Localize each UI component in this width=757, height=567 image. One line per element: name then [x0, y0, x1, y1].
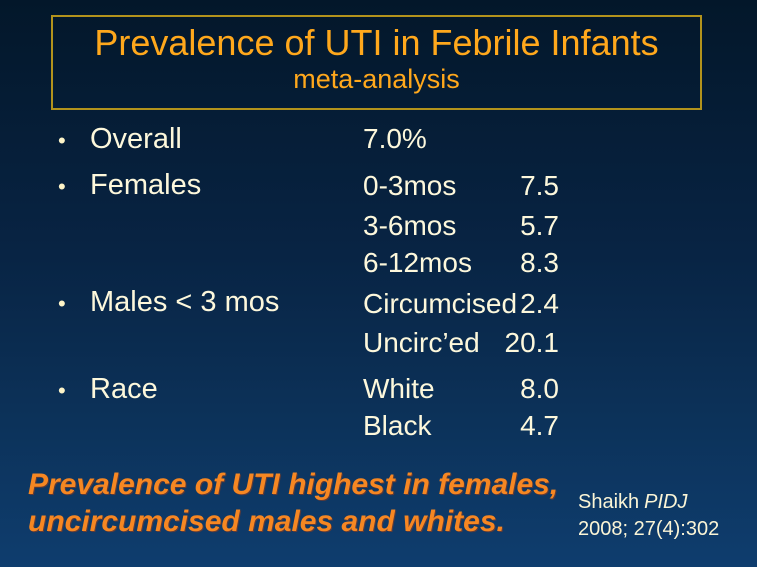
stat-row-uncircumcised: Uncirc’ed 20.1: [363, 327, 559, 359]
slide-subtitle: meta-analysis: [293, 64, 460, 94]
stat-label: 0-3mos: [363, 170, 457, 201]
footnote-line2: uncircumcised males and whites.: [28, 505, 505, 538]
bullet-icon: •: [58, 378, 66, 403]
bullet-item-males: • Males < 3 mos: [58, 286, 279, 319]
stat-value: 5.7: [520, 210, 559, 241]
stat-row-females-6-12: 6-12mos 8.3: [363, 247, 559, 279]
bullet-item-race: • Race: [58, 373, 158, 406]
bullet-label: Race: [90, 373, 158, 405]
bullet-item-overall: • Overall: [58, 123, 182, 156]
stat-value: 2.4: [520, 288, 559, 319]
slide-title: Prevalence of UTI in Febrile Infants: [94, 22, 659, 63]
citation-line1: Shaikh PIDJ: [578, 489, 719, 516]
stat-label: White: [363, 373, 435, 404]
stat-row-circumcised: Circumcised 2.4: [363, 288, 559, 320]
title-box: Prevalence of UTI in Febrile Infants met…: [51, 15, 702, 110]
stat-label: Black: [363, 410, 432, 441]
bullet-label: Males < 3 mos: [90, 286, 280, 318]
stat-row-females-0-3: 0-3mos 7.5: [363, 170, 559, 202]
stat-label: Uncirc’ed: [363, 327, 480, 358]
bullet-icon: •: [58, 174, 66, 199]
stat-label: 7.0%: [363, 123, 427, 154]
citation-line2: 2008; 27(4):302: [578, 518, 720, 540]
stat-row-females-3-6: 3-6mos 5.7: [363, 210, 559, 242]
stat-value: 20.1: [504, 327, 560, 358]
stat-row-black: Black 4.7: [363, 410, 559, 442]
footnote: Prevalence of UTI highest in females, un…: [28, 466, 558, 540]
stat-value: 8.3: [520, 247, 559, 278]
stat-label: Circumcised: [363, 288, 518, 319]
stat-value: 8.0: [520, 373, 559, 404]
citation-journal: PIDJ: [644, 491, 688, 513]
bullet-item-females: • Females: [58, 169, 201, 202]
stat-label: 3-6mos: [363, 210, 457, 241]
citation: Shaikh PIDJ 2008; 27(4):302: [578, 489, 719, 543]
footnote-line1: Prevalence of UTI highest in females,: [28, 468, 559, 501]
bullet-label: Females: [90, 169, 202, 201]
bullet-icon: •: [58, 128, 66, 153]
stat-label: 6-12mos: [363, 247, 472, 278]
stat-value: 7.5: [520, 170, 559, 201]
stat-row-overall: 7.0%: [363, 123, 559, 155]
stat-value: 4.7: [520, 410, 559, 441]
citation-author: Shaikh: [578, 491, 640, 513]
bullet-label: Overall: [90, 123, 182, 155]
stat-row-white: White 8.0: [363, 373, 559, 405]
bullet-icon: •: [58, 291, 66, 316]
